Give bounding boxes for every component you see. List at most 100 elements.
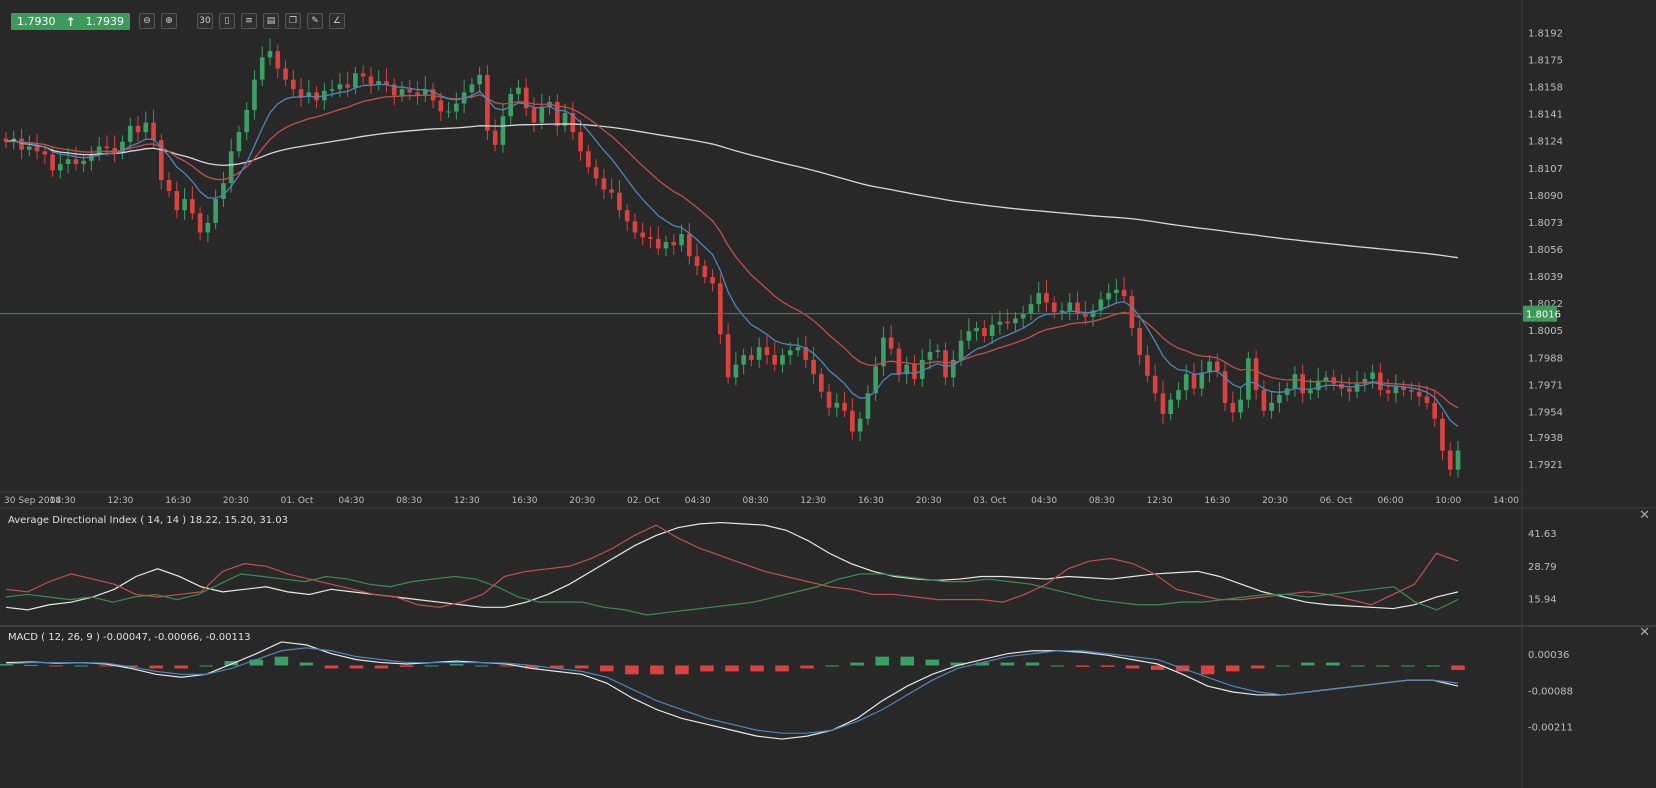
candle <box>337 73 343 98</box>
candle-body <box>586 151 591 168</box>
candle <box>818 367 824 399</box>
candle-body <box>19 138 24 150</box>
edit-icon[interactable]: ✎ <box>307 13 323 29</box>
x-tick-label: 16:30 <box>1204 496 1230 506</box>
candle-type-icon[interactable]: ▯ <box>219 13 235 29</box>
candle-body <box>624 210 630 222</box>
candle <box>384 68 389 93</box>
candle-body <box>811 359 816 375</box>
candle-body <box>182 199 187 211</box>
bid-price: 1.7930 <box>17 15 56 28</box>
y-tick-label: 1.7971 <box>1528 380 1563 391</box>
candle-body <box>236 132 242 152</box>
candle <box>500 103 506 153</box>
candle <box>586 144 591 174</box>
candle-body <box>96 146 102 155</box>
macd-histogram-bar <box>600 665 614 672</box>
candle-body <box>772 355 778 365</box>
y-tick-label: 1.7988 <box>1528 353 1563 364</box>
candle-body <box>1315 380 1321 391</box>
candle-body <box>1129 296 1135 329</box>
macd-histogram-bar <box>1351 665 1365 667</box>
candle-body <box>1098 299 1104 311</box>
candle-body <box>648 237 653 239</box>
x-tick-label: 12:30 <box>1147 496 1173 506</box>
macd-histogram-bar <box>1225 665 1240 672</box>
templates-icon[interactable]: ❐ <box>285 13 301 29</box>
candle <box>554 93 560 136</box>
candle <box>1044 280 1049 313</box>
candle-body <box>485 74 490 131</box>
candle <box>718 273 723 344</box>
candle <box>112 135 118 163</box>
candle-body <box>1277 394 1282 403</box>
close-adx-panel-icon[interactable]: ✕ <box>1639 508 1650 523</box>
candle-body <box>1331 377 1337 384</box>
macd-histogram-bar <box>1075 665 1090 667</box>
candle-body <box>143 122 149 133</box>
draw-tool-icon[interactable]: ∠ <box>329 13 345 29</box>
candle <box>943 342 948 386</box>
candle <box>345 71 350 98</box>
candle-body <box>492 130 498 145</box>
candle <box>749 347 754 367</box>
zoom-in-icon[interactable]: ⊕ <box>161 13 177 29</box>
zoom-out-icon[interactable]: ⊖ <box>139 13 155 29</box>
candle-body <box>65 159 71 165</box>
candle-body <box>1207 361 1212 373</box>
macd-histogram-bar <box>324 665 339 669</box>
candle <box>1176 382 1181 408</box>
macd-histogram-bar <box>99 665 113 667</box>
candle <box>19 129 24 160</box>
candle-body <box>252 79 257 110</box>
chart-type-icon[interactable]: ▤ <box>263 13 279 29</box>
candle-body <box>298 89 304 98</box>
candle-body <box>415 92 420 96</box>
candle <box>725 323 731 384</box>
macd-histogram-bar <box>474 665 489 667</box>
candle-body <box>508 93 514 117</box>
candle <box>1051 296 1057 319</box>
candle <box>803 335 809 368</box>
candle-body <box>927 351 933 360</box>
x-tick-label: 06. Oct <box>1320 496 1353 506</box>
candle-body <box>1362 378 1368 384</box>
y-tick-label: 1.7938 <box>1528 433 1563 444</box>
quote-badge[interactable]: 1.7930 ↑ 1.7939 <box>11 13 131 30</box>
candle <box>1129 289 1135 336</box>
candle-body <box>1028 304 1034 314</box>
candle <box>1354 371 1360 399</box>
candle-body <box>1253 358 1259 391</box>
macd-histogram-bar <box>1275 665 1290 667</box>
macd-histogram-bar <box>1025 662 1040 666</box>
y-tick-label: 1.8107 <box>1528 164 1563 175</box>
candle-body <box>221 183 226 200</box>
indicators-icon[interactable]: ≡ <box>241 13 257 29</box>
candle-body <box>943 350 948 378</box>
candle-body <box>1044 292 1049 303</box>
candle-body <box>422 89 428 96</box>
candle-body <box>617 192 622 211</box>
candle <box>391 78 397 106</box>
candle <box>1432 390 1438 427</box>
current-price-badge <box>1523 305 1557 322</box>
macd-series-line <box>5 641 1459 740</box>
candle-body <box>1168 399 1174 414</box>
timeframe-30m-icon[interactable]: 30 <box>197 13 213 29</box>
candle <box>244 101 250 141</box>
candle <box>1168 393 1174 421</box>
candle <box>741 348 746 375</box>
candle <box>197 207 203 241</box>
candle-body <box>73 159 79 165</box>
candle <box>655 226 661 255</box>
close-macd-panel-icon[interactable]: ✕ <box>1639 625 1650 640</box>
x-tick-label: 16:30 <box>165 496 191 506</box>
candle-body <box>1075 302 1080 314</box>
macd-histogram-bar <box>249 659 264 666</box>
macd-histogram-bar <box>499 665 514 667</box>
candle <box>733 351 739 386</box>
candle <box>787 342 793 365</box>
macd-histogram-bar <box>349 665 364 669</box>
macd-histogram-bar <box>950 662 965 666</box>
